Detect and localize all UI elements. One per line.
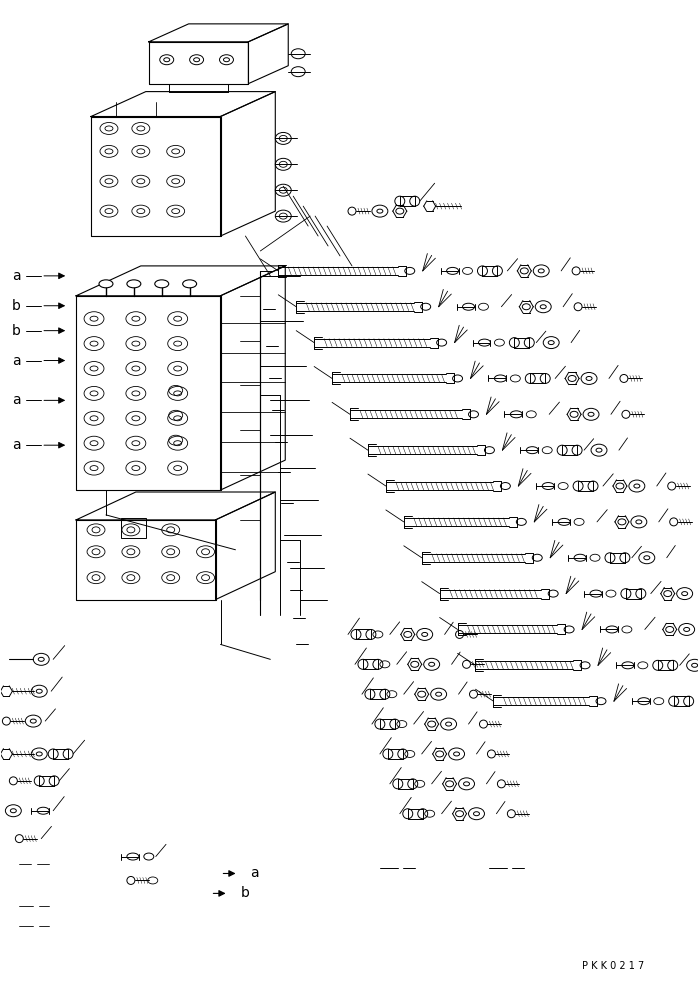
- Text: a: a: [12, 269, 21, 283]
- Ellipse shape: [99, 280, 113, 288]
- Ellipse shape: [154, 280, 168, 288]
- Text: a: a: [12, 438, 21, 452]
- Text: b: b: [12, 324, 21, 338]
- Text: P K K 0 2 1 7: P K K 0 2 1 7: [582, 961, 644, 971]
- Text: a: a: [12, 354, 21, 367]
- Text: b: b: [12, 298, 21, 313]
- Ellipse shape: [127, 280, 140, 288]
- Text: a: a: [12, 393, 21, 408]
- Text: a: a: [250, 867, 259, 881]
- Text: b: b: [240, 886, 250, 900]
- Bar: [121, 518, 146, 538]
- Ellipse shape: [182, 280, 196, 288]
